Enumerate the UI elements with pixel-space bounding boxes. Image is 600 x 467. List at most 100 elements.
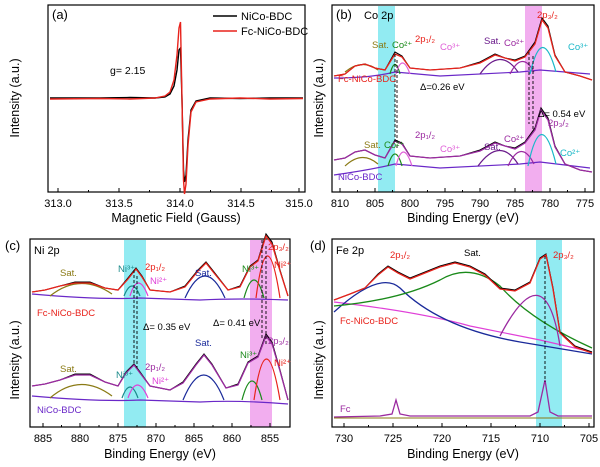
tick-label: 790	[471, 198, 489, 210]
label-2p12: 2p₁/₂	[415, 130, 435, 141]
panel-d-xlabel: Binding Energy (eV)	[407, 447, 519, 461]
label-ni3plus: Ni³⁺	[242, 264, 259, 275]
delta-line-2p12	[133, 270, 138, 368]
label-sat: Sat.	[195, 338, 212, 349]
label-sat: Sat.	[195, 268, 212, 279]
label-2p32: 2p₃/₂	[537, 10, 558, 21]
panel-c-title: Ni 2p	[34, 245, 60, 257]
delta-label-co-2p12: Δ=0.26 eV	[420, 82, 465, 93]
label-sat: Sat.	[60, 268, 77, 279]
fit-peak-ni3	[123, 285, 141, 297]
label-co3plus: Co³⁺	[440, 42, 460, 53]
sample-label-fc: Fc-NiCo-BDC	[338, 74, 396, 85]
background-line-nico	[333, 161, 591, 176]
tick-label: 865	[185, 433, 203, 445]
label-2p32: 2p₃/₂	[268, 242, 289, 253]
fit-peak-ni3	[121, 386, 139, 399]
panel-c: (c) Ni 2p Intensity (a.u.) Binding Energ…	[5, 232, 291, 461]
label-sat: Sat.	[484, 36, 501, 47]
legend-label-fc-nico-bdc: Fc-NiCo-BDC	[241, 26, 308, 38]
label-sat: Sat.	[464, 248, 481, 259]
series-nico-bdc	[50, 45, 303, 183]
tick-label: 314.0	[166, 198, 194, 210]
fit-peak-ni3	[241, 380, 263, 401]
panel-d-title: Fe 2p	[336, 245, 364, 257]
series-nico-bdc-fit	[31, 334, 289, 401]
fit-peak-co2-4	[507, 150, 535, 167]
tick-label: 785	[506, 198, 524, 210]
panel-b-label: (b)	[336, 7, 352, 22]
fit-peak-ni2	[129, 282, 149, 297]
sample-label-fc: Fc-NiCo-BDC	[37, 308, 95, 319]
background-line-fc	[31, 293, 289, 301]
tick-label: 800	[401, 198, 419, 210]
label-co2plus: Co²⁺	[504, 38, 524, 49]
fit-peak-sat	[184, 275, 226, 299]
fit-peak-co3-2	[529, 47, 557, 75]
series-nico-bdc-fit	[333, 108, 593, 173]
label-ni2plus: Ni²⁺	[274, 260, 291, 271]
panel-c-frame	[29, 238, 291, 428]
sample-label-nico: NiCo-BDC	[338, 172, 382, 183]
highlight-band-ni2plus	[250, 240, 272, 427]
panel-d-label: (d)	[310, 238, 326, 253]
fit-peak-co2-2	[509, 60, 535, 75]
tick-label: 315.0	[285, 198, 313, 210]
fit-peak-sat-3	[344, 156, 379, 167]
tick-label: 710	[531, 433, 549, 445]
fit-peak-ni2	[255, 255, 281, 299]
x-tick-marks	[42, 423, 271, 427]
panel-b-ylabel: Intensity (a.u.)	[312, 58, 326, 137]
fit-peak-co3-3	[395, 151, 413, 167]
label-2p12: 2p₁/₂	[145, 262, 165, 273]
label-ni2plus: Ni²⁺	[274, 358, 291, 369]
series-fc-nico-bdc	[49, 21, 304, 195]
panel-d-ylabel: Intensity (a.u.)	[312, 320, 326, 399]
panel-a-xlabel: Magnetic Field (Gauss)	[111, 211, 240, 225]
tick-label: 880	[71, 433, 89, 445]
tick-label: 780	[541, 198, 559, 210]
annotation-g-value: g= 2.15	[110, 65, 145, 77]
label-sat: Sat.	[484, 142, 501, 153]
delta-line-2p32	[528, 52, 534, 130]
panel-d: (d) Fe 2p Intensity (a.u.) Binding Energ…	[310, 238, 598, 461]
panel-c-label: (c)	[5, 238, 20, 253]
label-co2plus: Co²⁺	[392, 40, 412, 51]
sample-label-fc: Fc	[340, 404, 351, 415]
tick-label: 860	[223, 433, 241, 445]
label-co2plus: Co²⁺	[560, 148, 580, 159]
legend: NiCo-BDC Fc-NiCo-BDC	[213, 11, 308, 38]
fit-peak-sat-4	[477, 149, 519, 167]
label-2p32: 2p₃/₂	[553, 250, 574, 261]
label-2p32: 2p₃/₂	[548, 118, 569, 129]
label-2p12: 2p₁/₂	[145, 362, 165, 373]
series-fc-nico-bdc-fit	[333, 253, 593, 354]
tick-label: 725	[384, 433, 402, 445]
panel-b-xticks: 810 805 800 795 790 785 780 775	[331, 188, 594, 210]
tick-label: 805	[366, 198, 384, 210]
panel-a: (a) Intensity (a.u.) Magnetic Field (Gau…	[8, 4, 313, 225]
label-ni3plus: Ni³⁺	[116, 370, 133, 381]
sample-label-fc-nico: Fc-NiCo-BDC	[340, 316, 398, 327]
label-sat: Sat.	[372, 40, 389, 51]
panel-c-xticks: 885 880 875 870 865 860 855	[34, 423, 279, 445]
fit-peak-sat-2	[479, 58, 519, 75]
panel-d-xticks: 730 725 720 715 710 705	[335, 423, 598, 445]
tick-label: 875	[109, 433, 127, 445]
tick-label: 775	[576, 198, 594, 210]
panel-c-xlabel: Binding Energy (eV)	[104, 447, 216, 461]
panel-a-frame	[47, 4, 306, 193]
label-2p12: 2p₁/₂	[415, 34, 435, 45]
label-2p32: 2p₃/₂	[268, 336, 289, 347]
label-ni2plus: Ni²⁺	[152, 376, 169, 387]
tick-label: 314.5	[227, 198, 255, 210]
tick-label: 720	[433, 433, 451, 445]
label-sat: Sat.	[364, 140, 381, 151]
series-fc-nico-bdc-fit	[333, 18, 593, 81]
tick-label: 715	[482, 433, 500, 445]
label-co2plus: Co²⁺	[384, 140, 404, 151]
delta-label-ni-2p12: Δ= 0.35 eV	[143, 322, 191, 333]
label-ni3plus: Ni³⁺	[240, 350, 257, 361]
label-ni3plus: Ni³⁺	[118, 264, 135, 275]
